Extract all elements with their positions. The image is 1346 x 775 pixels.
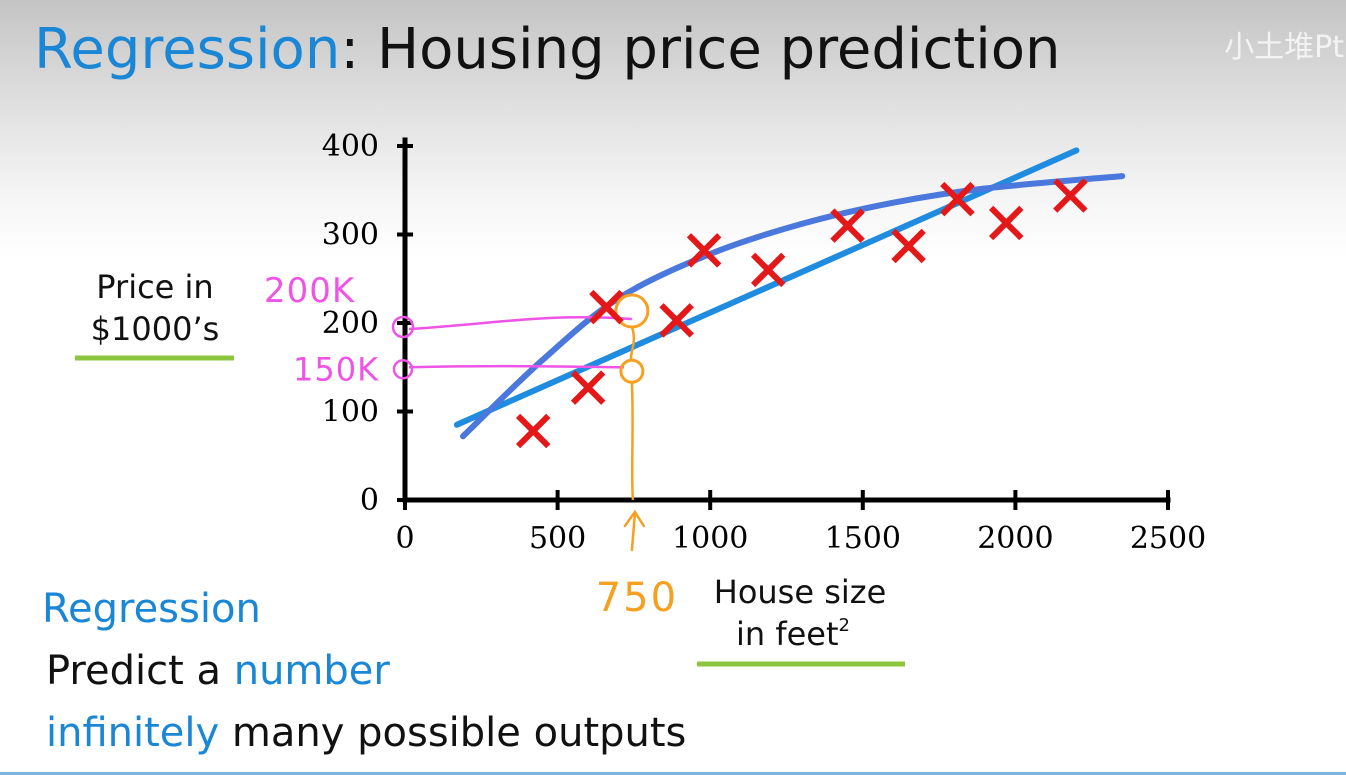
y-axis-label-line2: $1000’s [91,310,220,348]
annotation-200k: 200K [264,271,356,311]
pink-guide-150k [408,364,624,369]
data-point-stroke [515,413,551,449]
data-point-stroke [686,233,722,268]
data-point-x [515,413,551,449]
x-axis-label-superscript: 2 [839,615,850,636]
data-point-stroke [1053,178,1088,213]
annotation-150k: 150K [293,350,379,388]
data-point-stroke [891,228,926,264]
data-point-x [589,289,624,325]
y-tick-label: 200 [322,306,379,341]
data-point-x [686,233,722,268]
data-point-stroke [750,252,786,288]
x-tick-label: 2500 [1130,521,1206,556]
data-point-x [891,228,926,264]
chart-fit-lines [453,147,1126,440]
x-tick-label: 2000 [977,521,1053,556]
data-point-stroke [659,303,694,338]
y-tick-label: 400 [322,129,379,164]
chart-annotations: 200K 150K 750 [264,271,678,621]
slide-title-accent: Regression [34,17,341,82]
x-tick-label: 500 [529,521,586,556]
slide-bottom-border [0,772,1346,775]
linear-fit-line [453,147,1080,428]
pink-guide-200k [408,316,632,331]
x-tick-label: 1000 [672,521,748,556]
chart-points [515,178,1088,449]
x-tick-label: 0 [395,521,414,556]
data-point-stroke [989,205,1024,241]
x-axis-label-line2: in feet2 [736,615,850,653]
orange-up-arrow [623,509,646,552]
chart-axis-labels: Price in $1000’s House size in feet2 [75,268,905,667]
data-point-x [659,303,694,338]
pink-circle-150k [392,359,414,380]
summary-line-number: Predict a number [46,640,686,702]
watermark-logo: 小土堆Pt [1224,30,1344,65]
summary-text: Regression Predict a number infinitely m… [42,578,686,764]
data-point-stroke [940,181,975,217]
data-point-stroke [830,208,865,243]
data-point-x [570,370,606,405]
pink-circle-200k [391,315,415,339]
slide-title: Regression: Housing price prediction [34,14,1061,86]
data-point-x [989,205,1024,241]
summary-line3-accent: infinitely [46,710,220,756]
y-tick-label: 0 [360,483,379,518]
y-tick-label: 300 [322,218,379,253]
summary-line-outputs: infinitely many possible outputs [46,702,686,764]
x-axis-label-unit: in feet [736,615,839,653]
summary-line2-accent: number [233,648,390,694]
data-point-x [750,252,786,288]
chart-axes: 0 100 200 300 400 0 500 1000 1500 2000 2500 [322,129,1206,556]
orange-circle-line-point [619,358,645,384]
y-axis-label-line1: Price in [96,268,213,306]
annotation-750: 750 [596,575,678,621]
curve-fit-line [459,173,1126,440]
orange-vertical-guide [630,382,635,501]
orange-connector [629,326,636,362]
data-point-x [940,181,975,217]
summary-line2-prefix: Predict a [46,648,234,694]
x-tick-label: 1500 [825,521,901,556]
data-point-stroke [570,370,606,405]
x-axis-label-line1: House size [714,573,887,611]
summary-heading: Regression [42,586,261,632]
data-point-x [1053,178,1088,213]
y-tick-label: 100 [322,395,379,430]
data-point-stroke [589,289,624,325]
data-point-x [830,208,865,243]
summary-line3-rest: many possible outputs [219,710,687,756]
slide-title-rest: : Housing price prediction [340,17,1061,82]
